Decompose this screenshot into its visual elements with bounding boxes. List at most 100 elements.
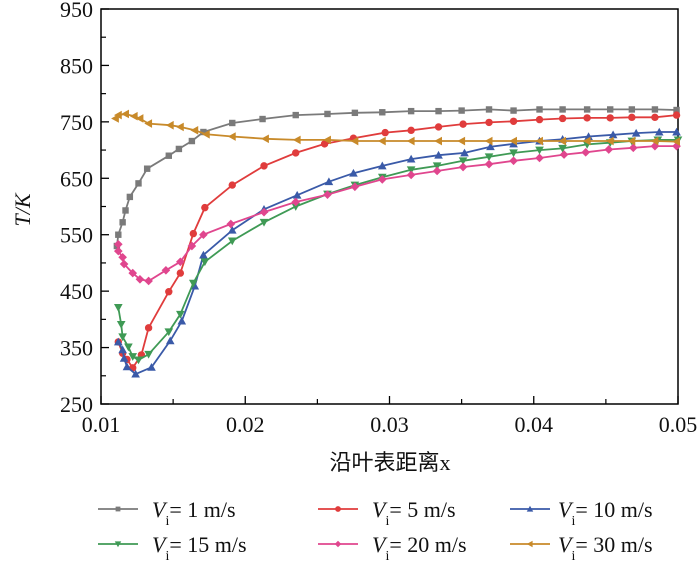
triangle-down-marker [509, 149, 518, 158]
circle-marker [434, 123, 443, 131]
triangle-left-marker [650, 136, 659, 146]
legend-item: Vi= 30 m/s [510, 532, 653, 564]
triangle-up-marker [584, 132, 593, 140]
diamond-marker [113, 239, 123, 249]
square-marker [324, 110, 331, 118]
square-marker [351, 109, 359, 117]
legend-var: V [372, 497, 388, 522]
triangle-down-marker [484, 153, 494, 162]
circle-marker [320, 140, 329, 148]
triangle-down-marker [458, 157, 468, 166]
legend-item: Vi= 15 m/s [98, 532, 247, 564]
square-marker [651, 106, 659, 113]
square-marker [559, 106, 566, 113]
diamond-marker [484, 159, 494, 169]
legend-subscript: i [571, 514, 575, 529]
triangle-left-marker [377, 136, 386, 146]
square-marker [200, 128, 207, 136]
series-line [117, 138, 678, 362]
triangle-left-marker [261, 134, 269, 144]
square-marker [115, 231, 122, 238]
square-marker [485, 106, 493, 113]
triangle-down-marker [118, 333, 127, 342]
triangle-up-marker [147, 363, 156, 371]
triangle-left-marker [457, 136, 466, 146]
triangle-down-marker [114, 541, 122, 548]
triangle-left-marker [350, 136, 359, 146]
legend-label: Vi= 1 m/s [152, 497, 236, 529]
diamond-marker [509, 156, 518, 166]
square-marker [292, 111, 299, 119]
triangle-up-marker [631, 128, 641, 137]
diamond-marker [350, 182, 360, 192]
triangle-left-marker [672, 137, 681, 146]
legend-label: Vi= 15 m/s [152, 532, 247, 564]
series-line [117, 131, 677, 376]
legend-var: V [558, 497, 574, 522]
triangle-up-marker [608, 130, 618, 139]
series-group [111, 106, 683, 378]
circle-marker [381, 128, 389, 137]
triangle-left-marker [558, 136, 567, 146]
triangle-down-marker [124, 343, 133, 352]
triangle-up-marker [377, 161, 387, 170]
legend-subscript: i [385, 514, 389, 529]
triangle-left-marker [121, 109, 129, 119]
triangle-down-marker [189, 279, 198, 288]
diamond-marker [226, 219, 236, 229]
circle-marker [535, 115, 544, 124]
triangle-up-marker [177, 316, 187, 325]
y-tick-label: 550 [60, 223, 93, 248]
triangle-up-marker [165, 336, 175, 345]
triangle-down-marker [144, 350, 153, 359]
square-marker [115, 506, 121, 512]
triangle-down-marker [113, 304, 123, 312]
legend-item: Vi= 20 m/s [318, 532, 467, 564]
triangle-up-marker [460, 148, 469, 157]
legend-subscript: i [385, 549, 389, 564]
diamond-marker [119, 259, 129, 269]
legend-subscript: i [165, 549, 169, 564]
diamond-marker [559, 150, 569, 159]
legend-value: = 15 m/s [169, 532, 246, 557]
triangle-left-marker [201, 129, 210, 139]
legend-label: Vi= 30 m/s [558, 532, 653, 564]
diamond-marker [323, 190, 332, 199]
square-marker [435, 107, 442, 115]
triangle-up-marker [227, 225, 237, 234]
circle-marker [228, 181, 236, 189]
square-marker [188, 137, 196, 145]
legend-value: = 1 m/s [169, 497, 235, 522]
circle-marker [459, 120, 467, 128]
triangle-left-marker [144, 119, 153, 128]
diamond-marker [334, 540, 342, 548]
triangle-down-marker [116, 320, 126, 329]
diamond-marker [406, 170, 416, 180]
diamond-marker [628, 143, 638, 153]
triangle-left-marker [176, 122, 184, 132]
circle-marker [165, 288, 173, 296]
triangle-left-marker [190, 126, 199, 135]
diamond-marker [535, 153, 544, 163]
x-axis-title: 沿叶表距离x [329, 450, 450, 475]
square-marker [165, 152, 172, 159]
triangle-up-marker [349, 168, 358, 177]
x-tick-label: 0.04 [515, 412, 554, 437]
square-marker [607, 106, 614, 113]
diamond-marker [176, 257, 185, 267]
triangle-up-marker [118, 345, 127, 354]
diamond-marker [199, 230, 208, 240]
x-tick-label: 0.02 [226, 412, 265, 437]
series-vi-30m-s [111, 109, 681, 146]
triangle-up-marker [526, 505, 534, 512]
legend-var: V [372, 532, 388, 557]
triangle-left-marker [627, 136, 636, 146]
square-marker [536, 106, 543, 113]
triangle-left-marker [406, 136, 415, 146]
y-tick-label: 250 [60, 392, 93, 417]
circle-marker [144, 324, 153, 332]
square-marker [175, 145, 183, 153]
triangle-up-marker [113, 337, 123, 346]
legend-var: V [152, 532, 168, 557]
triangle-up-marker [119, 353, 129, 362]
